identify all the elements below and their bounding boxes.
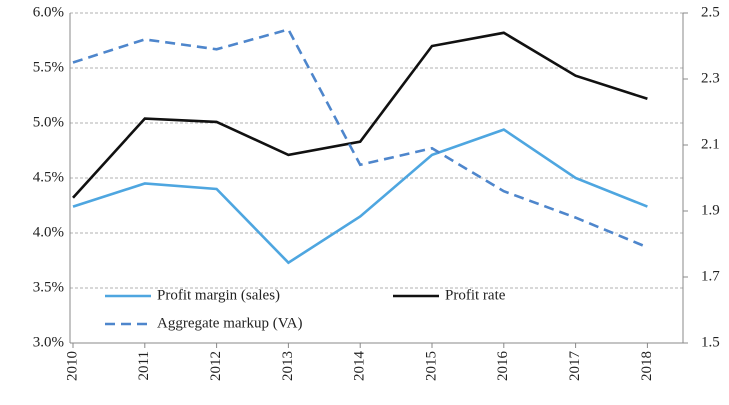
y2-tick-label: 2.3 — [701, 70, 720, 86]
x-tick-label: 2015 — [423, 351, 439, 381]
y2-tick-label: 1.5 — [701, 334, 720, 350]
legend-label: Profit margin (sales) — [157, 287, 280, 303]
x-tick-label: 2010 — [64, 351, 80, 381]
y-tick-label: 6.0% — [33, 4, 64, 20]
x-tick-label: 2016 — [495, 351, 511, 382]
y-tick-label: 5.5% — [33, 59, 64, 75]
x-tick-label: 2017 — [567, 351, 583, 382]
x-tick-label: 2011 — [136, 351, 152, 380]
y-tick-label: 4.5% — [33, 169, 64, 185]
x-tick-label: 2018 — [639, 351, 655, 381]
x-tick-label: 2014 — [352, 351, 368, 382]
series-line — [72, 27, 648, 249]
x-tick-label: 2012 — [208, 351, 224, 381]
series-line — [72, 31, 648, 199]
y2-tick-label: 2.1 — [701, 136, 720, 152]
x-tick-label: 2013 — [280, 351, 296, 381]
series-line — [72, 128, 648, 265]
y-tick-label: 4.0% — [33, 224, 64, 240]
legend-label: Aggregate markup (VA) — [157, 315, 303, 331]
y2-tick-label: 2.5 — [701, 4, 720, 20]
legend-label: Profit rate — [445, 287, 506, 303]
y2-tick-label: 1.9 — [701, 202, 720, 218]
y-tick-label: 3.5% — [33, 279, 64, 295]
y2-tick-label: 1.7 — [701, 268, 720, 284]
y-tick-label: 3.0% — [33, 334, 64, 350]
y-tick-label: 5.0% — [33, 114, 64, 130]
